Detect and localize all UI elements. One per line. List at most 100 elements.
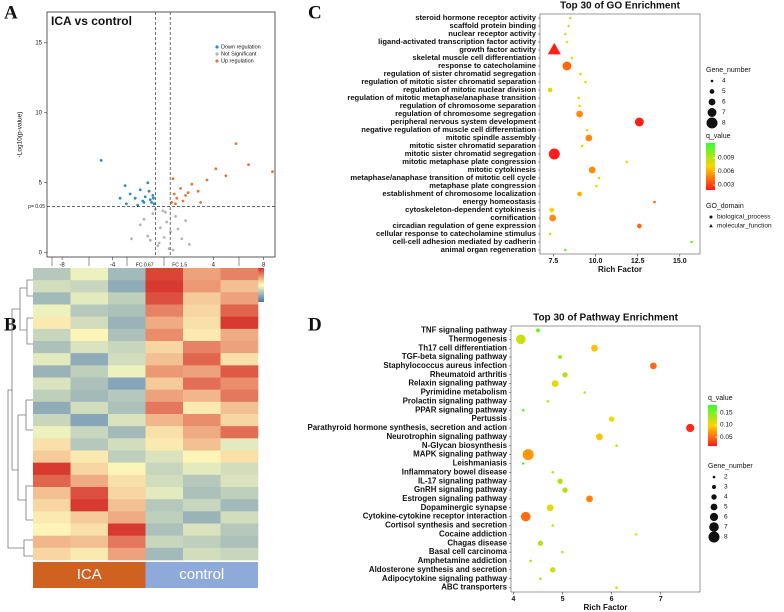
heatmap-cell — [183, 316, 221, 330]
y-tick-label: skeletal muscle cell differentiation — [412, 53, 536, 62]
panel-letter: B — [4, 314, 17, 335]
bubble — [522, 449, 534, 461]
heatmap-cell — [108, 401, 146, 415]
bubble — [551, 524, 555, 527]
heatmap-cell — [70, 268, 109, 281]
point — [162, 236, 166, 239]
heatmap-cell — [183, 462, 221, 476]
legend-marker — [709, 512, 719, 522]
heatmap-cell — [183, 547, 221, 561]
point — [118, 196, 122, 200]
legend-marker — [708, 531, 720, 543]
heatmap-cell — [220, 414, 259, 427]
point — [161, 209, 165, 213]
heatmap-cell — [220, 365, 259, 378]
y-tick-label: Adipocytokine signaling pathway — [382, 574, 508, 583]
point — [156, 244, 160, 248]
heatmap-cell — [220, 450, 259, 463]
point — [146, 181, 150, 185]
x-tick-label: 8 — [262, 263, 266, 269]
heatmap-cell — [70, 353, 109, 366]
heatmap-cell — [108, 426, 146, 439]
y-tick-label: TGF-beta signaling pathway — [402, 352, 508, 361]
y-tick-label: cornification — [490, 213, 536, 222]
legend-label: 6 — [722, 99, 726, 106]
colorbar — [708, 405, 717, 446]
legend-marker — [709, 89, 715, 94]
heatmap-cell — [108, 377, 146, 390]
y-tick-label: scaffold protein binding — [450, 21, 537, 30]
legend-title: q_value — [708, 395, 733, 402]
y-tick-label: growth factor activity — [459, 45, 537, 54]
heatmap-cell — [108, 316, 146, 330]
heatmap-cell — [145, 547, 184, 561]
bubble — [548, 148, 560, 160]
heatmap-cell — [108, 511, 146, 524]
bubble — [634, 117, 644, 127]
bubble — [536, 328, 540, 333]
point — [152, 196, 155, 200]
threshold-label: p= 0.05 — [28, 204, 45, 210]
bubble — [576, 110, 583, 118]
legend-label: Down regulation — [221, 44, 261, 50]
heatmap-cell — [220, 523, 259, 536]
heatmap-cell — [70, 304, 109, 317]
point — [205, 178, 209, 182]
chart-title: Top 30 of Pathway Enrichment — [533, 313, 679, 324]
bubble — [583, 391, 586, 394]
y-axis-label: -Log10(p-value) — [17, 112, 24, 158]
heatmap-cell — [220, 328, 259, 342]
bubble — [520, 511, 531, 522]
bubble — [595, 184, 598, 188]
heatmap-cell — [70, 280, 109, 293]
y-tick-label: peripheral nervous system development — [390, 117, 536, 126]
point — [171, 248, 175, 252]
bubble — [549, 214, 557, 222]
heatmap-cell — [145, 401, 184, 415]
y-tick-label: Rheumatoid arthritis — [430, 370, 508, 379]
threshold-label: FC 0.67 — [136, 262, 154, 268]
legend-title: Gene_number — [706, 67, 751, 74]
legend-title: q_value — [706, 133, 731, 140]
y-tick-label: Parathyroid hormone synthesis, secretion… — [307, 423, 507, 432]
legend-marker — [710, 79, 714, 83]
point — [190, 182, 194, 186]
heatmap-cell — [183, 304, 221, 317]
y-tick-label: negative regulation of muscle cell diffe… — [361, 125, 536, 134]
threshold-label: FC 1.5 — [172, 262, 187, 268]
heatmap-cell — [33, 341, 71, 354]
bubble — [547, 87, 553, 93]
bubble — [563, 32, 567, 36]
heatmap-cell — [108, 462, 146, 476]
bubble — [551, 380, 559, 388]
heatmap-cell — [220, 511, 259, 524]
heatmap-cell — [70, 547, 109, 561]
point — [141, 199, 145, 203]
heatmap-cell — [33, 547, 71, 561]
heatmap-cell — [108, 474, 146, 488]
y-tick-label: Cortisol synthesis and secretion — [385, 521, 507, 530]
y-tick-label: Prolactin signaling pathway — [403, 396, 508, 405]
heatmap-cell — [108, 268, 146, 281]
heatmap-cell — [108, 547, 146, 561]
y-tick-label: Chagas disease — [447, 538, 507, 547]
heatmap-cell — [33, 365, 71, 378]
heatmap-cell — [145, 499, 184, 512]
heatmap-cell — [183, 535, 221, 549]
heatmap-cell — [70, 499, 109, 512]
heatmap-cell — [70, 316, 109, 330]
legend-label: Up regulation — [221, 58, 254, 64]
legend-label: 5 — [724, 504, 728, 511]
x-tick-label: 5 — [561, 596, 565, 603]
heatmap-cell — [183, 353, 221, 366]
legend-label: 8 — [722, 120, 726, 127]
heatmap-cell — [33, 316, 71, 330]
heatmap-cell — [108, 353, 146, 366]
heatmap-cell — [70, 389, 109, 403]
heatmap-cell — [33, 377, 71, 390]
heatmap-cell — [108, 341, 146, 354]
point — [142, 217, 146, 221]
y-tick-label: 15 — [35, 40, 42, 46]
point — [186, 191, 190, 195]
point — [176, 227, 180, 231]
